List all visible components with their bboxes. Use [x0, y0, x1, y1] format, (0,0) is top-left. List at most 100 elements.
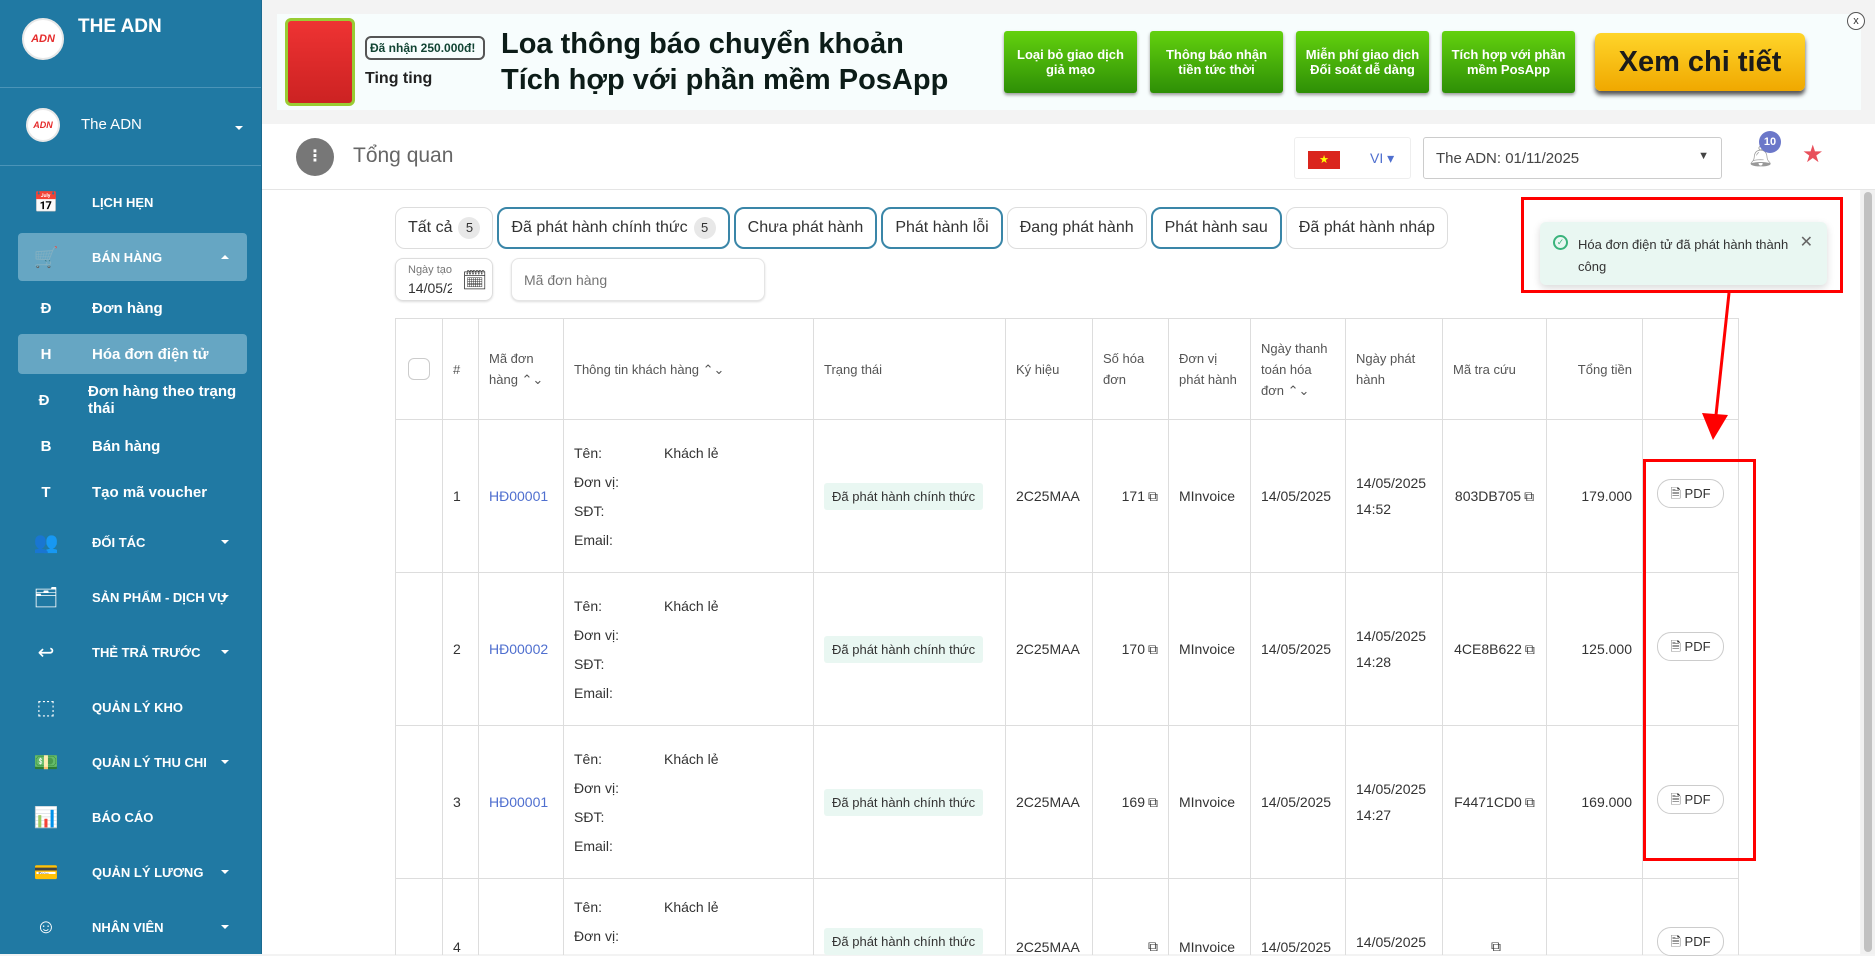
invoice-table: # Mã đơn hàng ⌃⌄ Thông tin khách hàng ⌃⌄ Tr…: [395, 318, 1739, 956]
copy-icon[interactable]: ⧉: [1524, 487, 1535, 504]
sidebar-item[interactable]: 📅 LỊCH HẸN: [18, 178, 247, 226]
tab-count-badge: 5: [458, 217, 481, 239]
close-banner-button[interactable]: x: [1847, 12, 1865, 30]
sidebar-item[interactable]: 🛒 BÁN HÀNG: [18, 233, 247, 281]
chevron-down-icon: [221, 540, 229, 544]
sidebar-item-label: QUẢN LÝ LƯƠNG: [92, 864, 204, 880]
banner-feature: Loại bỏ giao dịch giả mạo: [1004, 31, 1137, 93]
column-header[interactable]: Ngày thanh toán hóa đơn ⌃⌄: [1250, 318, 1346, 420]
promo-banner[interactable]: Đã nhận 250.000đ! Ting ting Loa thông báo…: [277, 14, 1861, 110]
label-name: Tên:: [574, 597, 603, 614]
sidebar-item[interactable]: ↩ THẺ TRẢ TRƯỚC: [18, 628, 247, 676]
vietnam-flag-icon: ★: [1308, 151, 1340, 169]
customer-name: Khách lẻ: [664, 899, 719, 915]
language-select[interactable]: ★ VI ▾: [1294, 137, 1411, 179]
sidebar-item[interactable]: H Hóa đơn điện tử: [18, 334, 247, 374]
copy-icon[interactable]: ⧉: [1148, 937, 1158, 954]
order-code-link[interactable]: HĐ00001: [489, 488, 549, 504]
money-icon: 💵: [33, 751, 59, 774]
invoice-symbol: 2C25MAA: [1005, 419, 1093, 573]
table-row: 2 HĐ00002 Tên: Khách lẻ Đơn vị: SĐT: Email: …: [395, 572, 1739, 726]
sidebar-item-label: QUẢN LÝ THU CHI: [92, 754, 207, 770]
sidebar-item[interactable]: B Bán hàng: [18, 426, 247, 466]
sidebar-item-initial: Đ: [38, 391, 50, 409]
sidebar-item[interactable]: Đ Đơn hàng: [18, 288, 247, 328]
order-code-link[interactable]: HĐ00002: [489, 641, 549, 657]
tab-status[interactable]: Tất cả 5: [395, 207, 494, 249]
provider: MInvoice: [1168, 725, 1251, 879]
sidebar: ADN THE ADN ADN The ADN 📅 LỊCH HẸN 🛒 BÁN HÀ…: [0, 0, 262, 954]
sidebar-item[interactable]: 📊 BÁO CÁO: [18, 793, 247, 841]
issued-date: 14/05/2025 14:28: [1345, 572, 1443, 726]
created-date-filter[interactable]: Ngày tạo 14/05/2025 🗓︎: [395, 258, 493, 301]
pdf-button[interactable]: 🗎 PDF: [1657, 785, 1724, 814]
tingting-logo: Ting ting: [365, 70, 433, 87]
tab-status[interactable]: Đã phát hành chính thức 5: [497, 207, 730, 249]
pdf-button[interactable]: 🗎 PDF: [1657, 632, 1724, 661]
dropdown-arrow-icon: ▼: [1698, 150, 1709, 162]
tab-status[interactable]: Chưa phát hành: [733, 207, 878, 249]
order-code-link[interactable]: HĐ00001: [489, 794, 549, 810]
tab-label: Đang phát hành: [1019, 219, 1134, 236]
lookup-code: F4471CD0: [1454, 793, 1522, 810]
row-number: 1: [442, 419, 479, 573]
sidebar-item[interactable]: 🗂 SẢN PHẨM - DỊCH VỤ: [18, 573, 247, 621]
column-header[interactable]: Mã đơn hàng ⌃⌄: [478, 318, 564, 420]
sidebar-item-label: Hóa đơn điện tử: [92, 345, 209, 363]
page-scrollbar[interactable]: [1861, 190, 1875, 954]
copy-icon[interactable]: ⧉: [1491, 937, 1501, 954]
tab-label: Chưa phát hành: [747, 219, 864, 236]
invoice-symbol: 2C25MAA: [1005, 878, 1093, 955]
tab-label: Tất cả: [408, 219, 453, 236]
copy-icon[interactable]: ⧉: [1148, 640, 1158, 657]
sidebar-item[interactable]: Đ Đơn hàng theo trạng thái: [18, 380, 247, 420]
payment-date: 14/05/2025: [1250, 878, 1346, 955]
status-tabs: Tất cả 5 Đã phát hành chính thức 5 Chưa phát…: [395, 207, 1448, 249]
tab-label: Phát hành sau: [1164, 219, 1268, 236]
copy-icon[interactable]: ⧉: [1148, 487, 1158, 504]
tab-status[interactable]: Phát hành sau: [1150, 207, 1282, 249]
tab-status[interactable]: Đang phát hành: [1006, 207, 1147, 249]
chevron-down-icon: [221, 760, 229, 764]
copy-icon[interactable]: ⧉: [1524, 793, 1535, 810]
total-amount: 169.000: [1546, 725, 1643, 879]
label-name: Tên:: [574, 899, 603, 915]
sidebar-item[interactable]: 💵 QUẢN LÝ THU CHI: [18, 738, 247, 786]
box-icon: ⬚: [36, 696, 56, 719]
branch-date-select[interactable]: The ADN: 01/11/2025 ▼: [1423, 137, 1722, 179]
tab-status[interactable]: Phát hành lỗi: [881, 207, 1003, 249]
sidebar-item-label: Đơn hàng theo trạng thái: [87, 383, 237, 417]
row-checkbox-cell: [395, 419, 443, 573]
sidebar-item[interactable]: ☺ NHÂN VIÊN: [18, 903, 247, 951]
sidebar-item-label: BÁN HÀNG: [92, 249, 163, 265]
customer-info: Tên: Khách lẻ Đơn vị: SĐT: Email:: [574, 598, 803, 701]
account-switcher[interactable]: ADN The ADN: [0, 88, 261, 166]
copy-icon[interactable]: ⧉: [1524, 640, 1535, 657]
close-toast-button[interactable]: ✕: [1799, 234, 1813, 251]
select-all-checkbox[interactable]: [408, 358, 430, 380]
label-phone: SĐT:: [574, 808, 605, 825]
view-details-button[interactable]: Xem chi tiết: [1595, 33, 1805, 91]
column-header[interactable]: Thông tin khách hàng ⌃⌄: [563, 318, 814, 420]
pdf-button[interactable]: 🗎 PDF: [1657, 926, 1724, 956]
sidebar-item[interactable]: ⬚ QUẢN LÝ KHO: [18, 683, 247, 731]
success-toast: ✓ Hóa đơn điện tử đã phát hành thành côn…: [1540, 222, 1827, 285]
sidebar-item[interactable]: 👥 ĐỐI TÁC: [18, 518, 247, 566]
star-icon[interactable]: ★: [1802, 141, 1824, 168]
pdf-button[interactable]: 🗎 PDF: [1657, 479, 1724, 508]
pdf-label: PDF: [1684, 639, 1711, 654]
sidebar-item-initial: H: [40, 345, 52, 363]
sidebar-item[interactable]: 💳 QUẢN LÝ LƯƠNG: [18, 848, 247, 896]
sidebar-item[interactable]: T Tạo mã voucher: [18, 472, 247, 512]
more-menu-button[interactable]: ⋮: [296, 138, 334, 176]
account-avatar: ADN: [26, 108, 60, 142]
tab-status[interactable]: Đã phát hành nháp: [1285, 207, 1448, 249]
order-code-input[interactable]: [511, 258, 765, 301]
calendar-icon[interactable]: 🗓︎: [462, 270, 488, 292]
annotation-box-toast: [1521, 197, 1843, 293]
copy-icon[interactable]: ⧉: [1148, 793, 1158, 810]
sidebar-item-label: BÁO CÁO: [92, 809, 154, 825]
banner-headline-1: Loa thông báo chuyển khoản: [501, 28, 904, 60]
chevron-down-icon: [235, 126, 243, 130]
